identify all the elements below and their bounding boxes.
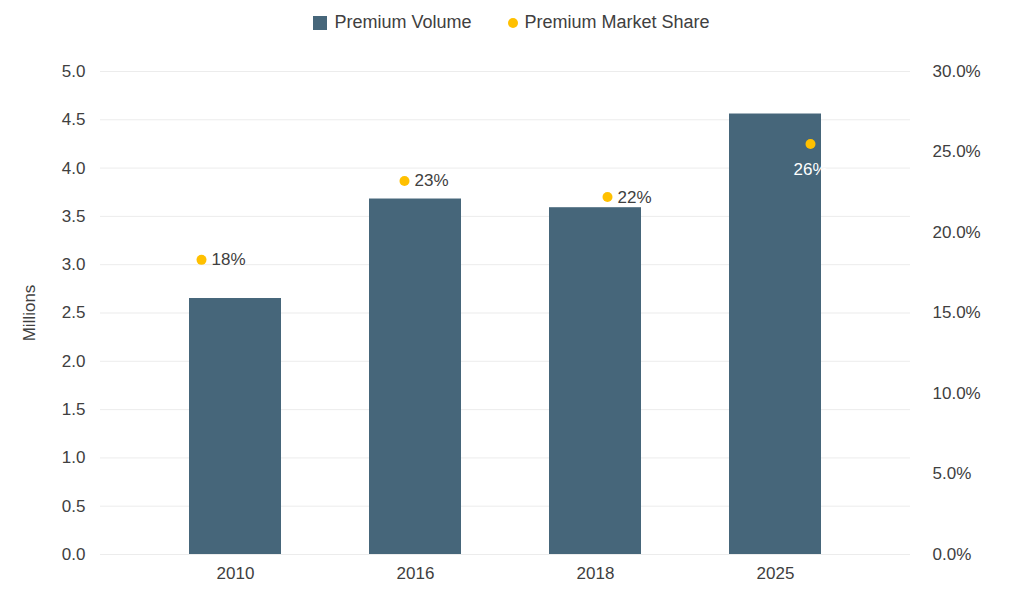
- svg-text:4.0: 4.0: [62, 159, 86, 178]
- svg-text:20.0%: 20.0%: [933, 223, 981, 242]
- svg-text:3.0: 3.0: [62, 255, 86, 274]
- svg-text:0.0%: 0.0%: [933, 545, 972, 564]
- html-text:Premium Volume: Premium Volume: [334, 12, 472, 32]
- svg-text:22%: 22%: [618, 188, 652, 207]
- svg-text:25.0%: 25.0%: [933, 142, 981, 161]
- svg-text:2025: 2025: [757, 564, 795, 583]
- svg-text:26%: 26%: [793, 160, 827, 179]
- svg-text:10.0%: 10.0%: [933, 384, 981, 403]
- svg-text:1.0: 1.0: [62, 448, 86, 467]
- svg-text:30.0%: 30.0%: [933, 62, 981, 81]
- svg-text:2010: 2010: [217, 564, 255, 583]
- svg-text:15.0%: 15.0%: [933, 303, 981, 322]
- svg-text:2.5: 2.5: [62, 303, 86, 322]
- svg-text:0.0: 0.0: [62, 545, 86, 564]
- svg-text:5.0%: 5.0%: [933, 464, 972, 483]
- svg-text:23%: 23%: [415, 171, 449, 190]
- svg-text:2016: 2016: [397, 564, 435, 583]
- svg-text:2018: 2018: [577, 564, 615, 583]
- svg-text:18%: 18%: [212, 250, 246, 269]
- html-text:Millions: Millions: [20, 284, 39, 341]
- svg-text:0.5: 0.5: [62, 497, 86, 516]
- html-text:Premium Market Share: Premium Market Share: [524, 12, 710, 32]
- svg-text:1.5: 1.5: [62, 400, 86, 419]
- svg-text:3.5: 3.5: [62, 207, 86, 226]
- svg-text:2.0: 2.0: [62, 352, 86, 371]
- svg-text:4.5: 4.5: [62, 110, 86, 129]
- svg-text:5.0: 5.0: [62, 62, 86, 81]
